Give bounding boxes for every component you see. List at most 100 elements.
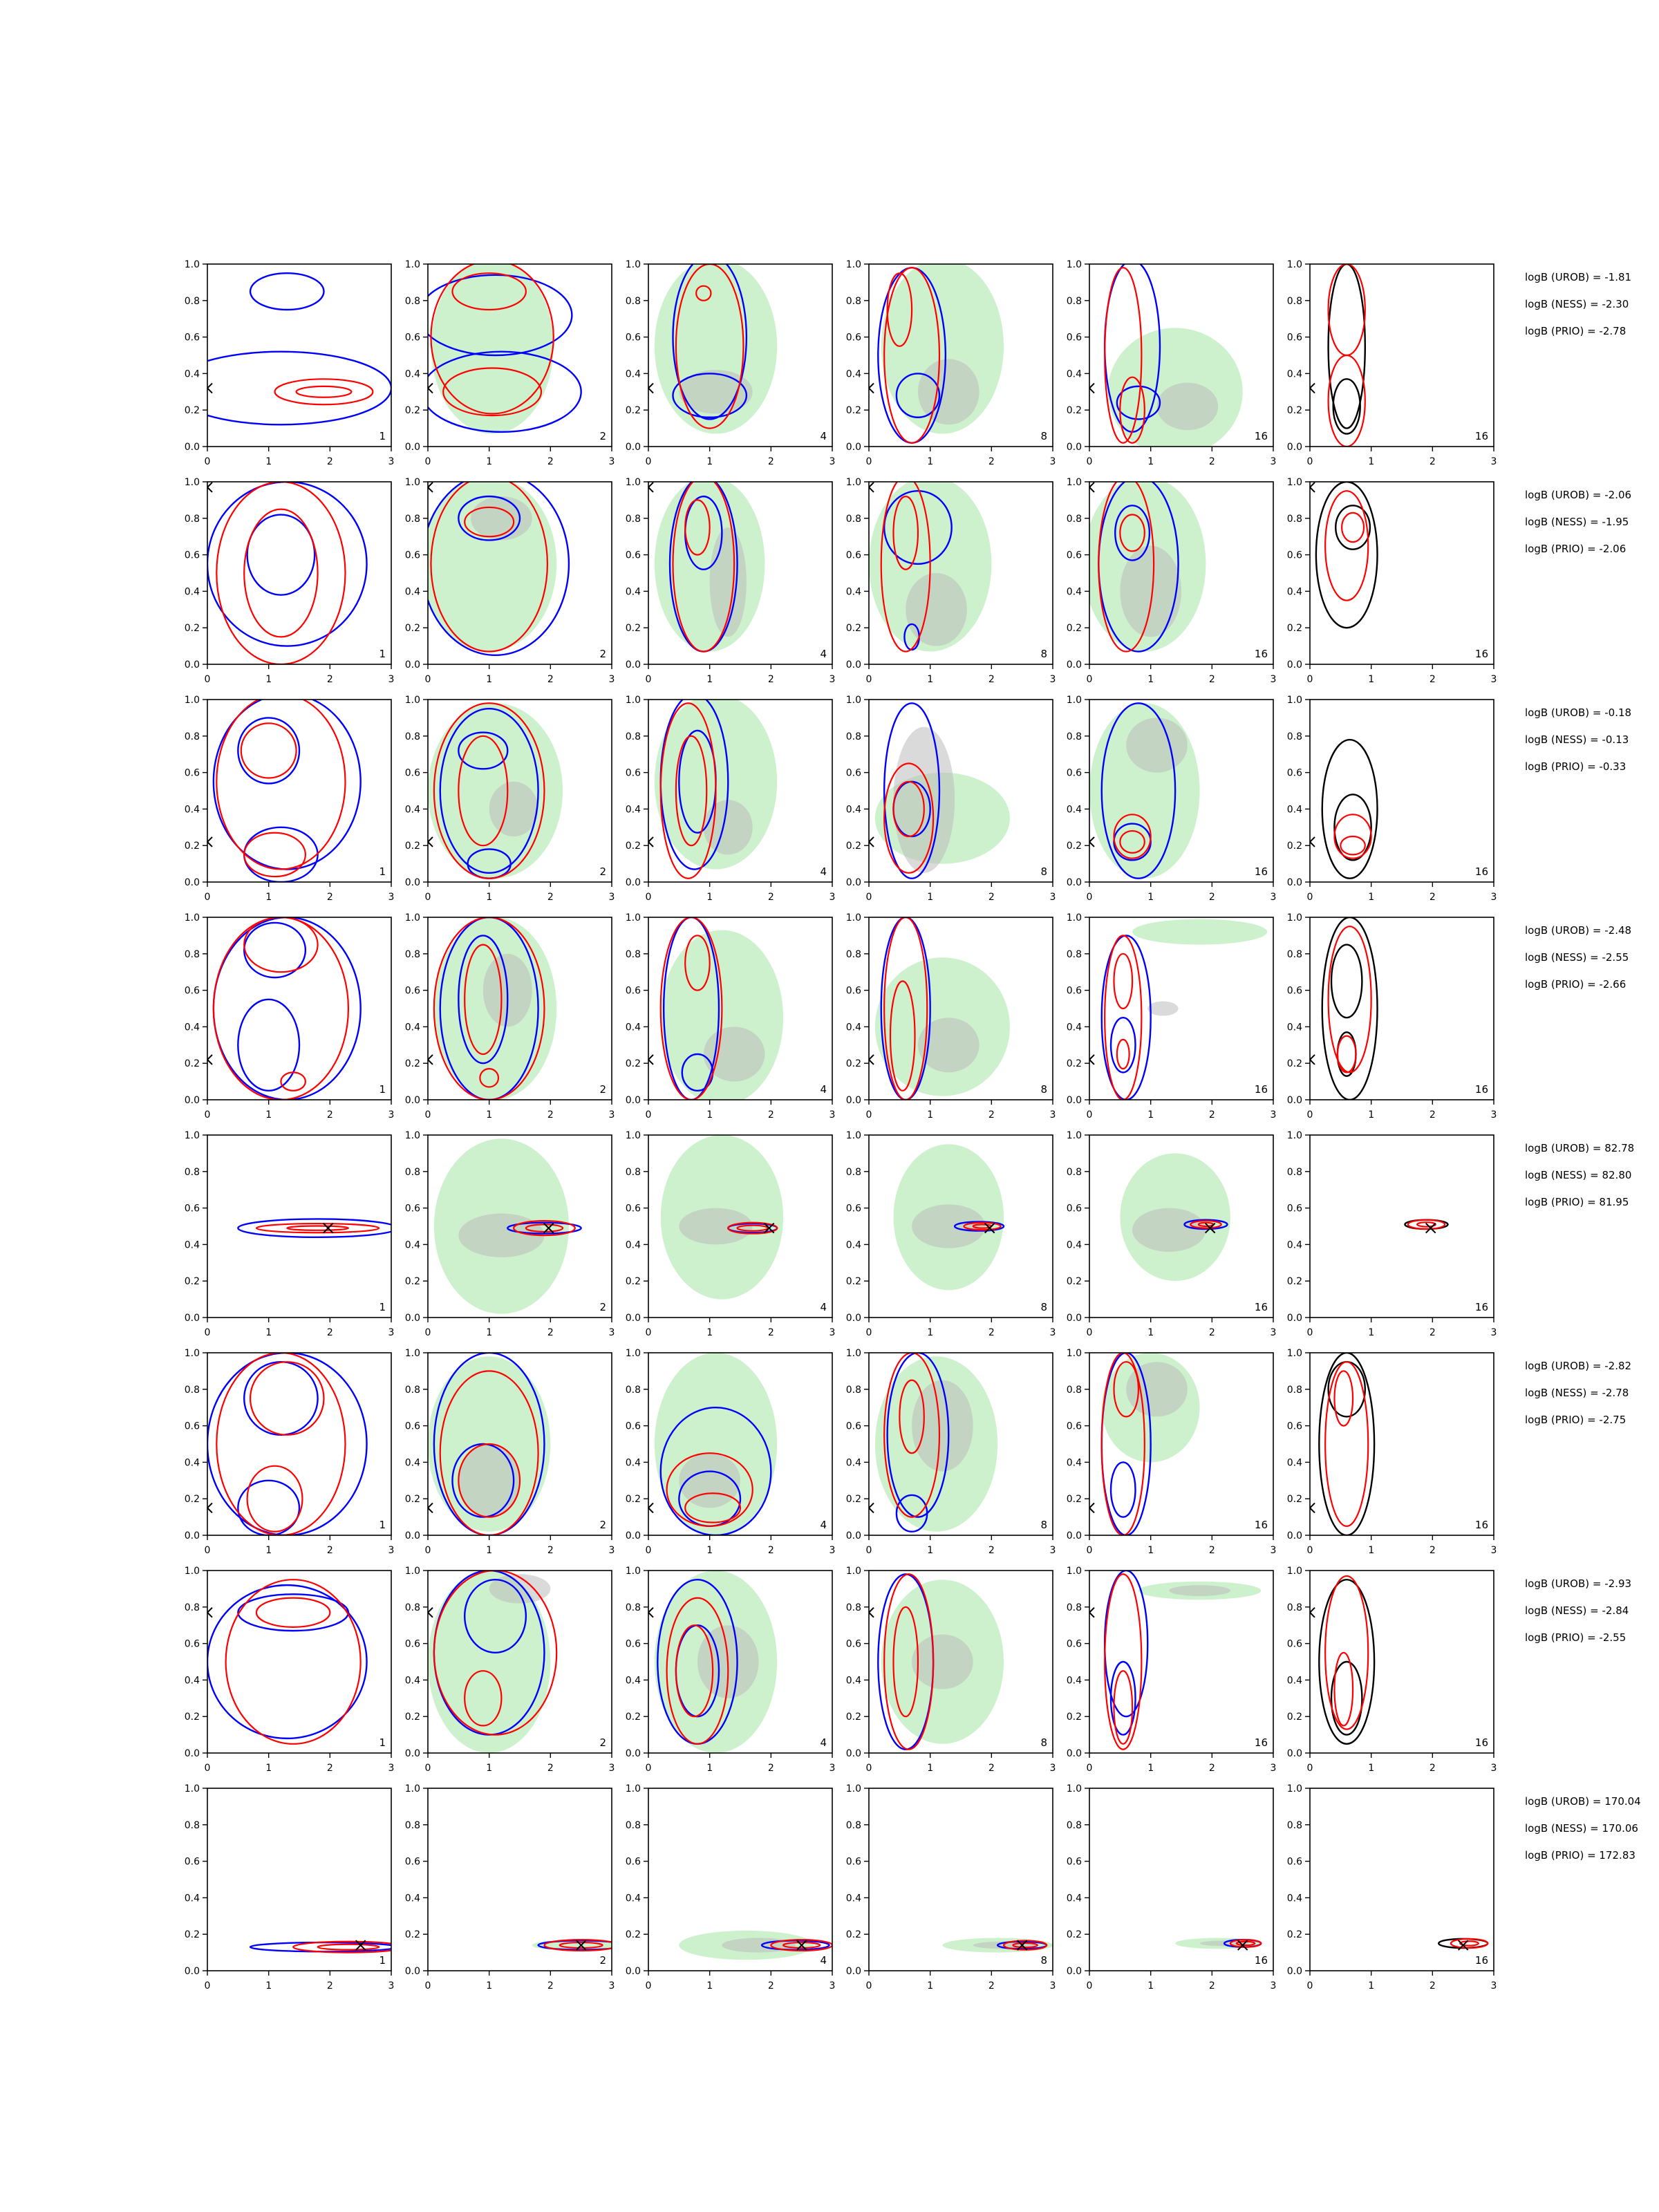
y-tick-label: 1.0 (405, 912, 420, 924)
x-tick-label: 0 (425, 1327, 431, 1338)
truth-marker (1089, 382, 1095, 394)
x-tick-label: 0 (425, 892, 431, 903)
y-tick-label: 1.0 (626, 477, 641, 488)
y-tick-label: 0.6 (626, 1421, 641, 1432)
plot-area (648, 482, 765, 653)
x-tick-label: 2 (988, 892, 995, 903)
x-tick-label: 0 (1087, 456, 1093, 467)
contour-red (286, 1225, 350, 1231)
contour-red (675, 735, 708, 847)
panel-label: 8 (1040, 430, 1047, 442)
x-tick-label: 0 (866, 1109, 872, 1121)
x-tick-label: 0 (866, 674, 872, 685)
x-tick-label: 2 (547, 1763, 554, 1774)
y-tick-label: 0.8 (846, 1385, 861, 1396)
contour-blue (249, 272, 325, 311)
truth-marker (1089, 836, 1095, 847)
x-tick-label: 1 (706, 456, 713, 467)
contour-red (1333, 814, 1372, 859)
contour-red (886, 272, 913, 347)
panel-r8-c1: 0 1 2 3 0.0 0.2 0.4 0.6 0.8 1.0 1 (185, 1783, 395, 1991)
x-tick-label: 0 (1307, 456, 1313, 467)
y-tick-label: 1.0 (626, 1348, 641, 1359)
x-tick-label: 0 (1307, 1327, 1313, 1338)
y-tick-label: 0.2 (1067, 1058, 1082, 1069)
panel-r6-c2: 0 1 2 3 0.0 0.2 0.4 0.6 0.8 1.0 2 (405, 1348, 615, 1556)
plot-area (1089, 919, 1268, 1100)
x-tick-label: 2 (988, 1763, 995, 1774)
logB-text: logB (NESS) = -2.84 (1525, 1604, 1629, 1617)
y-tick-label: 0.6 (185, 1857, 200, 1868)
y-tick-label: 0.2 (846, 405, 861, 416)
truth-marker (428, 836, 433, 847)
x-tick-label: 2 (988, 674, 995, 685)
x-tick-label: 1 (706, 1545, 713, 1556)
truth-marker (1457, 1940, 1469, 1951)
y-tick-label: 0.6 (1287, 1421, 1302, 1432)
contour-red (892, 1606, 919, 1718)
y-tick-label: 0.2 (846, 1276, 861, 1287)
x-tick-label: 3 (1050, 456, 1056, 467)
contour-red (659, 702, 717, 879)
x-tick-label: 2 (1209, 1763, 1215, 1774)
contour-blue (1109, 1017, 1136, 1074)
plot-area (648, 1353, 778, 1535)
y-tick-label: 1.0 (1287, 259, 1302, 270)
y-tick-label: 0.6 (626, 1857, 641, 1868)
y-tick-label: 0.4 (1067, 1675, 1082, 1686)
panel-label: 16 (1255, 1301, 1268, 1313)
y-tick-label: 1.0 (185, 695, 200, 706)
y-tick-label: 0.8 (185, 514, 200, 525)
density-fill (703, 800, 753, 855)
contour-blue (237, 1593, 350, 1632)
truth-marker (207, 382, 213, 394)
y-tick-label: 1.0 (185, 1566, 200, 1577)
y-tick-label: 0.8 (1067, 949, 1082, 960)
contour-red (317, 1943, 380, 1951)
x-tick-label: 3 (830, 1545, 836, 1556)
y-tick-label: 0.4 (1067, 586, 1082, 597)
contour-red (464, 506, 515, 538)
x-tick-label: 3 (1271, 1763, 1277, 1774)
x-tick-label: 0 (1087, 1980, 1093, 1991)
x-tick-label: 0 (866, 1763, 872, 1774)
y-tick-label: 0.4 (1067, 1893, 1082, 1904)
x-tick-label: 1 (1147, 456, 1154, 467)
panel-r7-c1: 0 1 2 3 0.0 0.2 0.4 0.6 0.8 1.0 1 (185, 1566, 395, 1774)
panel-r6-c1: 0 1 2 3 0.0 0.2 0.4 0.6 0.8 1.0 1 (185, 1348, 395, 1556)
x-tick-label: 0 (646, 1327, 652, 1338)
logB-text: logB (PRIO) = 81.95 (1525, 1196, 1629, 1208)
contour-blue (237, 1218, 391, 1239)
contour-red (883, 1573, 935, 1750)
contour-red (883, 1353, 941, 1518)
contour-red (675, 1624, 714, 1718)
truth-marker (575, 1940, 587, 1951)
contour-blue (1116, 385, 1161, 420)
axes-frame (207, 699, 392, 883)
contour-blue (207, 482, 368, 647)
y-tick-label: 0.8 (1287, 1385, 1302, 1396)
logB-text: logB (NESS) = -2.78 (1525, 1387, 1629, 1399)
contour-red (1459, 1940, 1479, 1947)
panel-label: 16 (1255, 865, 1268, 878)
density-fill (431, 264, 554, 434)
x-tick-label: 2 (1209, 1327, 1215, 1338)
density-fill (471, 496, 532, 541)
contour-blue (883, 490, 953, 565)
x-tick-label: 2 (988, 1545, 995, 1556)
logB-text: logB (PRIO) = 172.83 (1525, 1849, 1635, 1862)
contour-blue (1100, 702, 1177, 879)
plot-area (1310, 1575, 1376, 1745)
axes-frame (648, 699, 833, 883)
x-tick-label: 0 (1307, 1763, 1313, 1774)
contour-red (1116, 1038, 1130, 1070)
x-tick-label: 3 (1271, 1327, 1277, 1338)
truth-marker (1089, 482, 1095, 493)
y-tick-label: 0.6 (405, 1203, 420, 1215)
y-tick-label: 0.2 (626, 1058, 641, 1069)
contour-red (1104, 1573, 1143, 1750)
x-tick-label: 3 (388, 456, 395, 467)
y-tick-label: 0.0 (846, 442, 861, 453)
contour-red (892, 780, 925, 838)
panel-label: 2 (599, 1954, 606, 1967)
